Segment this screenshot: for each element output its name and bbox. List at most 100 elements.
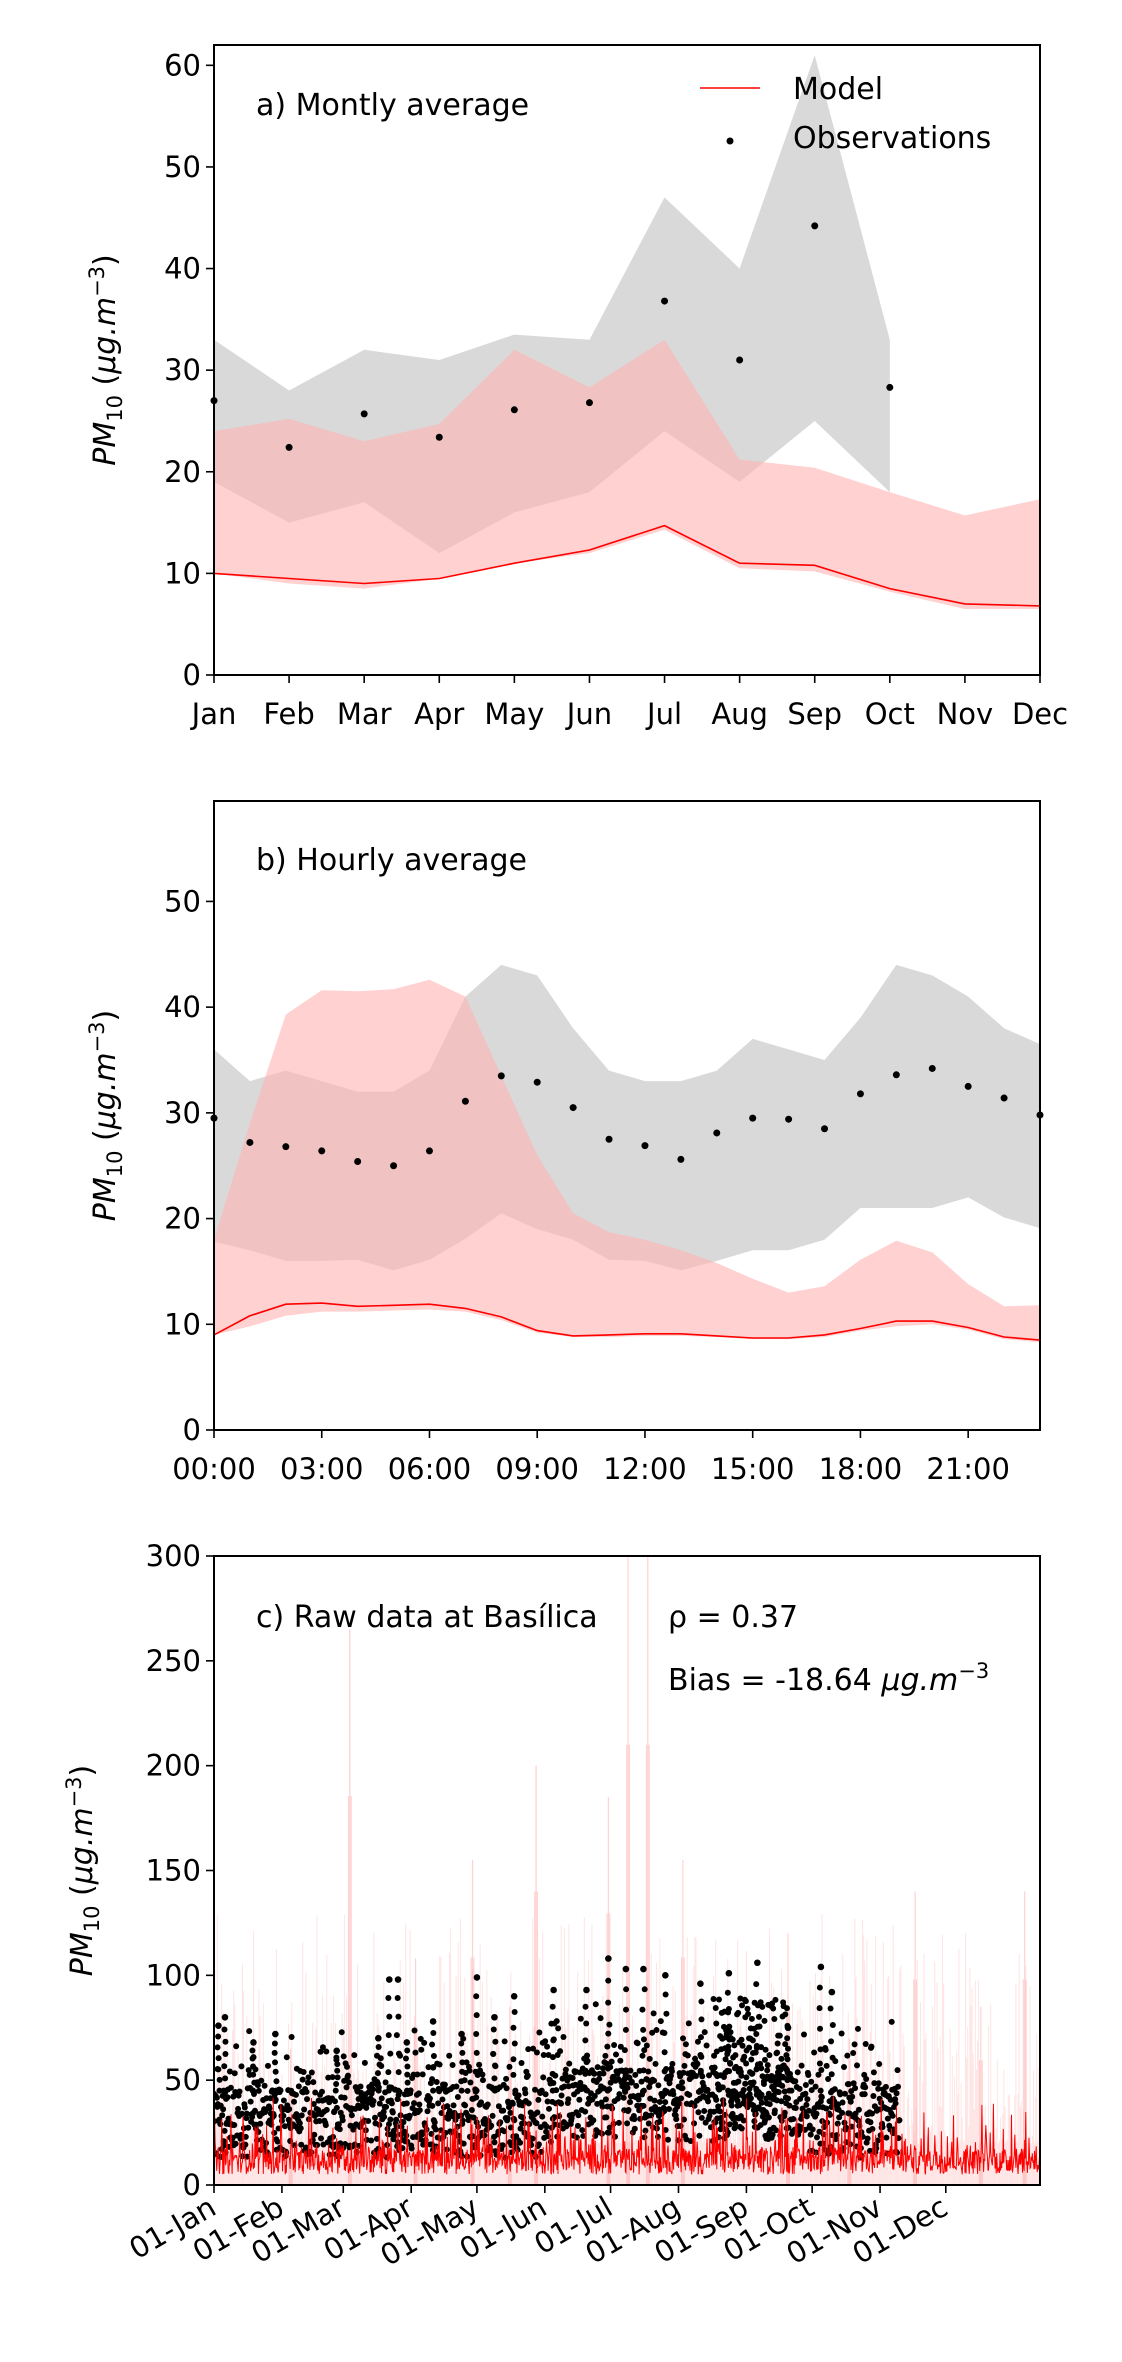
obs-point: [221, 2127, 228, 2134]
obs-point: [333, 2104, 340, 2111]
obs-point: [817, 2046, 824, 2053]
obs-point: [766, 2101, 773, 2108]
obs-point: [870, 2069, 877, 2076]
obs-point: [542, 2038, 549, 2045]
panel-c-ytick-label: 150: [146, 1854, 201, 1888]
obs-point: [590, 2117, 597, 2124]
obs-point: [402, 2055, 409, 2062]
obs-point: [784, 2035, 791, 2042]
obs-point: [640, 2026, 647, 2033]
obs-point: [753, 1981, 760, 1988]
obs-point: [861, 2091, 868, 2098]
obs-point: [679, 2085, 686, 2092]
obs-point: [797, 2124, 804, 2131]
obs-point: [419, 2131, 426, 2138]
obs-point: [680, 2069, 687, 2076]
obs-point: [466, 2067, 473, 2074]
obs-point: [478, 2099, 485, 2106]
obs-point: [802, 2090, 809, 2097]
obs-point: [501, 2038, 508, 2045]
obs-point: [311, 2131, 318, 2138]
panel-b-xtick-label: 12:00: [603, 1452, 687, 1486]
obs-point: [754, 2002, 761, 2009]
obs-point: [271, 2129, 278, 2136]
obs-point: [357, 2083, 364, 2090]
obs-point: [449, 2061, 456, 2068]
obs-point: [385, 2032, 392, 2039]
obs-peak: [272, 2030, 279, 2038]
obs-point: [550, 2079, 557, 2086]
obs-point: [724, 2048, 731, 2055]
panel-c-ytick-label: 250: [146, 1644, 201, 1678]
obs-point: [745, 2010, 752, 2017]
obs-point: [724, 1989, 731, 1996]
obs-peak: [221, 2013, 229, 2021]
obs-point: [616, 2091, 623, 2098]
obs-point: [383, 2103, 390, 2110]
obs-point: [894, 2083, 901, 2090]
obs-point: [500, 2107, 507, 2114]
obs-point: [462, 2102, 469, 2109]
obs-point: [852, 2085, 859, 2092]
obs-point: [538, 2087, 545, 2094]
obs-point: [348, 2112, 355, 2119]
obs-point: [574, 2122, 581, 2129]
obs-point: [701, 2029, 708, 2036]
obs-point: [243, 2115, 250, 2122]
obs-point: [685, 2020, 692, 2027]
obs-point: [217, 2121, 224, 2128]
obs-point: [837, 2091, 844, 2098]
obs-point: [710, 1996, 717, 2003]
obs-point: [435, 433, 443, 441]
panel-b-xtick-label: 03:00: [280, 1452, 364, 1486]
obs-peak: [215, 2022, 222, 2029]
obs-point: [544, 2043, 551, 2050]
obs-point: [236, 2088, 243, 2095]
obs-peak: [429, 2018, 437, 2025]
panel-a-ytick-label: 30: [164, 353, 201, 387]
obs-point: [336, 2126, 343, 2133]
obs-point: [892, 1071, 900, 1079]
obs-point: [565, 2096, 572, 2103]
obs-point: [641, 2047, 648, 2054]
obs-point: [575, 2112, 582, 2119]
obs-point: [756, 2013, 763, 2020]
obs-point: [725, 2087, 732, 2094]
obs-point: [687, 2138, 694, 2145]
obs-point: [481, 2132, 488, 2139]
obs-point: [737, 2113, 744, 2120]
obs-point: [286, 2106, 293, 2113]
obs-point: [653, 2027, 660, 2034]
obs-point: [370, 2086, 377, 2093]
model-line: [214, 2096, 1040, 2176]
obs-point: [648, 2112, 655, 2119]
obs-point: [772, 1996, 779, 2003]
panel-a-ytick-label: 60: [164, 48, 201, 82]
obs-point: [631, 2116, 638, 2123]
obs-point: [813, 2110, 820, 2117]
obs-point: [640, 2067, 647, 2074]
panel-c-label: c) Raw data at Basílica: [256, 1600, 598, 1635]
obs-point: [238, 2063, 245, 2070]
obs-point: [775, 2089, 782, 2096]
obs-point: [741, 2053, 748, 2060]
obs-point: [753, 2066, 760, 2073]
obs-point: [803, 2101, 810, 2108]
obs-point: [645, 2120, 652, 2127]
obs-point: [509, 2100, 516, 2107]
obs-point: [215, 2033, 222, 2040]
obs-point: [341, 2094, 348, 2101]
obs-point: [591, 2093, 598, 2100]
obs-point: [744, 2005, 751, 2012]
obs-point: [869, 2126, 876, 2133]
obs-point: [732, 2120, 739, 2127]
obs-point: [622, 2067, 629, 2074]
obs-point: [781, 2088, 788, 2095]
obs-point: [854, 2062, 861, 2069]
obs-point: [280, 2097, 287, 2104]
obs-point: [473, 2012, 480, 2019]
obs-point: [385, 2069, 392, 2076]
obs-peak: [640, 1965, 647, 1973]
obs-point: [617, 2043, 624, 2050]
obs-point: [295, 2083, 302, 2090]
